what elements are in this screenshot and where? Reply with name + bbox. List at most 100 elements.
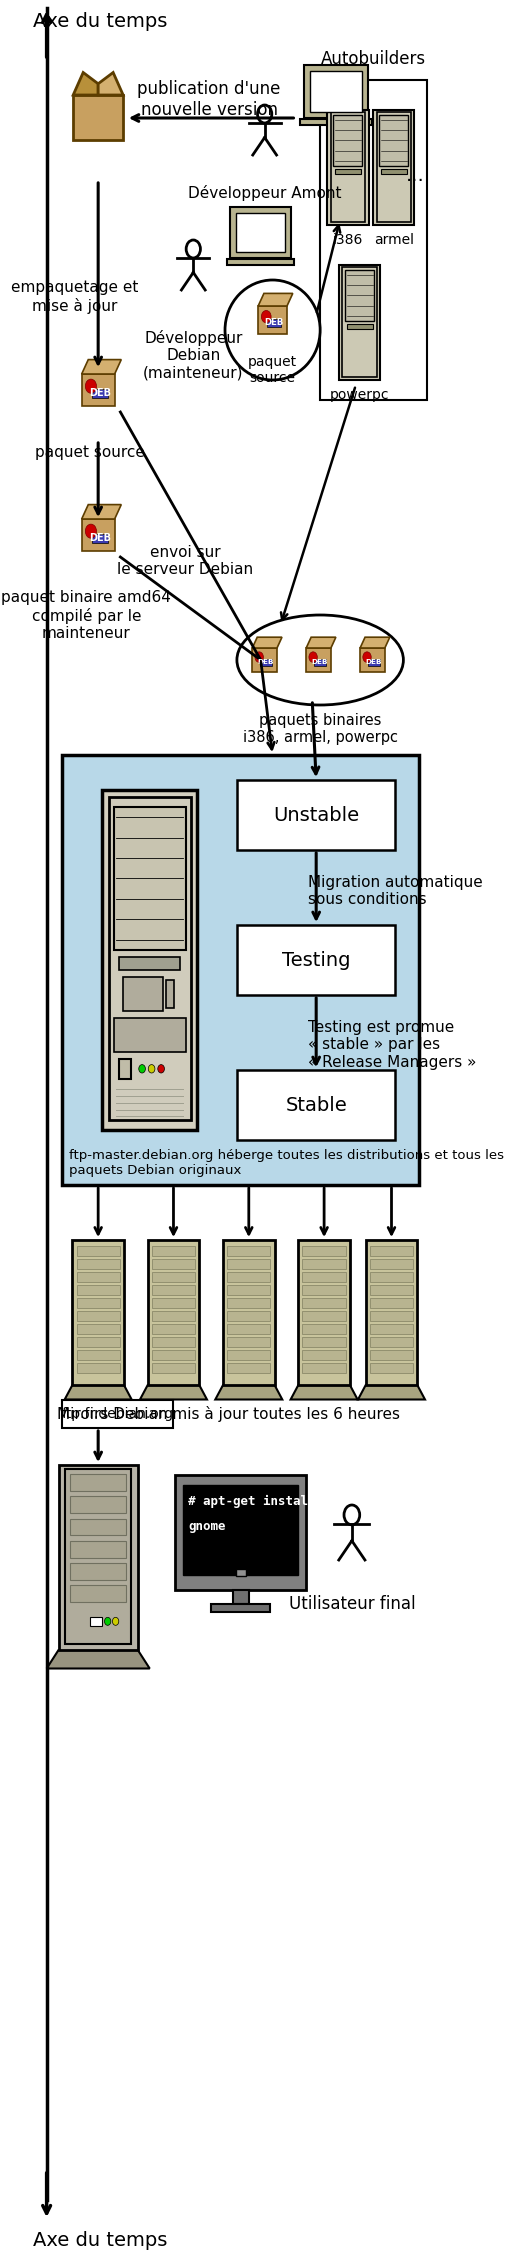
Text: Axe du temps: Axe du temps [33,2232,167,2250]
Circle shape [363,651,371,662]
Polygon shape [216,1386,282,1400]
FancyBboxPatch shape [82,520,115,552]
FancyBboxPatch shape [92,534,108,543]
FancyBboxPatch shape [346,269,374,321]
Circle shape [255,651,263,662]
FancyBboxPatch shape [152,1350,195,1361]
FancyBboxPatch shape [119,956,180,970]
Text: Autobuilders: Autobuilders [321,50,426,68]
FancyBboxPatch shape [237,213,285,253]
Text: Stable: Stable [285,1097,347,1115]
Circle shape [148,1065,155,1074]
FancyBboxPatch shape [370,1259,413,1268]
Text: DEB: DEB [89,534,111,543]
Circle shape [86,525,96,538]
Ellipse shape [225,280,320,380]
FancyBboxPatch shape [298,1239,350,1386]
FancyBboxPatch shape [376,113,411,222]
Text: powerpc: powerpc [330,389,390,402]
Polygon shape [291,1386,357,1400]
Text: Testing: Testing [282,950,350,970]
FancyBboxPatch shape [237,780,395,850]
Text: ftp-master.debian.org héberge toutes les distributions et tous les
paquets Debia: ftp-master.debian.org héberge toutes les… [69,1149,504,1178]
Text: i386: i386 [333,233,363,246]
FancyBboxPatch shape [370,1298,413,1309]
Text: Migration automatique
sous conditions: Migration automatique sous conditions [308,875,483,907]
Text: Testing est promue
« stable » par les
« Release Managers »: Testing est promue « stable » par les « … [308,1020,477,1069]
FancyBboxPatch shape [71,1474,126,1490]
FancyBboxPatch shape [114,807,186,950]
FancyBboxPatch shape [227,1298,270,1309]
FancyBboxPatch shape [76,1298,120,1309]
FancyBboxPatch shape [260,658,272,665]
FancyBboxPatch shape [333,115,362,167]
FancyBboxPatch shape [303,1336,346,1348]
FancyBboxPatch shape [76,1336,120,1348]
FancyBboxPatch shape [236,1569,246,1576]
FancyBboxPatch shape [227,1259,270,1268]
FancyBboxPatch shape [252,649,277,672]
FancyBboxPatch shape [370,1246,413,1255]
Text: gnome: gnome [188,1519,226,1533]
FancyBboxPatch shape [152,1363,195,1372]
FancyBboxPatch shape [76,1311,120,1320]
FancyBboxPatch shape [62,755,419,1185]
FancyBboxPatch shape [152,1298,195,1309]
FancyBboxPatch shape [370,1325,413,1334]
FancyBboxPatch shape [368,658,380,665]
FancyBboxPatch shape [72,1239,124,1386]
FancyBboxPatch shape [71,1585,126,1601]
Text: Développeur Amont: Développeur Amont [188,185,342,201]
Text: Unstable: Unstable [273,805,359,825]
Polygon shape [258,294,293,305]
FancyBboxPatch shape [237,1069,395,1140]
FancyBboxPatch shape [227,1363,270,1372]
FancyBboxPatch shape [370,1273,413,1282]
FancyBboxPatch shape [223,1239,274,1386]
Polygon shape [360,638,390,649]
Text: paquet binaire amd64
compilé par le
mainteneur: paquet binaire amd64 compilé par le main… [2,590,171,642]
FancyBboxPatch shape [227,1246,270,1255]
FancyBboxPatch shape [381,170,407,174]
FancyBboxPatch shape [152,1325,195,1334]
FancyBboxPatch shape [227,260,294,265]
Circle shape [139,1065,145,1074]
FancyBboxPatch shape [310,70,361,111]
FancyBboxPatch shape [76,1273,120,1282]
FancyBboxPatch shape [331,113,365,222]
Polygon shape [82,359,121,373]
Text: paquets binaires
i386, armel, powerpc: paquets binaires i386, armel, powerpc [243,712,398,746]
Text: publication d'une
nouvelle version: publication d'une nouvelle version [137,79,281,120]
Circle shape [104,1617,111,1626]
FancyBboxPatch shape [152,1336,195,1348]
FancyBboxPatch shape [71,1519,126,1535]
FancyBboxPatch shape [102,789,197,1130]
FancyBboxPatch shape [119,1058,131,1078]
FancyBboxPatch shape [335,170,361,174]
FancyBboxPatch shape [379,115,408,167]
Circle shape [86,380,96,393]
FancyBboxPatch shape [370,1284,413,1296]
Circle shape [158,1065,164,1074]
FancyBboxPatch shape [227,1336,270,1348]
Text: Développeur
Debian
(mainteneur): Développeur Debian (mainteneur) [143,330,244,380]
Polygon shape [73,72,98,95]
FancyBboxPatch shape [176,1474,306,1589]
Polygon shape [47,1651,150,1669]
Text: DEB: DEB [89,389,111,398]
FancyBboxPatch shape [301,120,372,124]
FancyBboxPatch shape [73,95,123,140]
FancyBboxPatch shape [227,1311,270,1320]
FancyBboxPatch shape [76,1363,120,1372]
FancyBboxPatch shape [90,1617,102,1626]
Circle shape [261,310,271,323]
FancyBboxPatch shape [327,111,369,226]
FancyBboxPatch shape [58,1465,138,1651]
Text: # apt-get install: # apt-get install [188,1495,315,1508]
FancyBboxPatch shape [166,981,175,1008]
Text: ...: ... [406,165,424,185]
FancyBboxPatch shape [227,1284,270,1296]
Polygon shape [306,638,336,649]
FancyBboxPatch shape [320,79,427,400]
FancyBboxPatch shape [76,1284,120,1296]
